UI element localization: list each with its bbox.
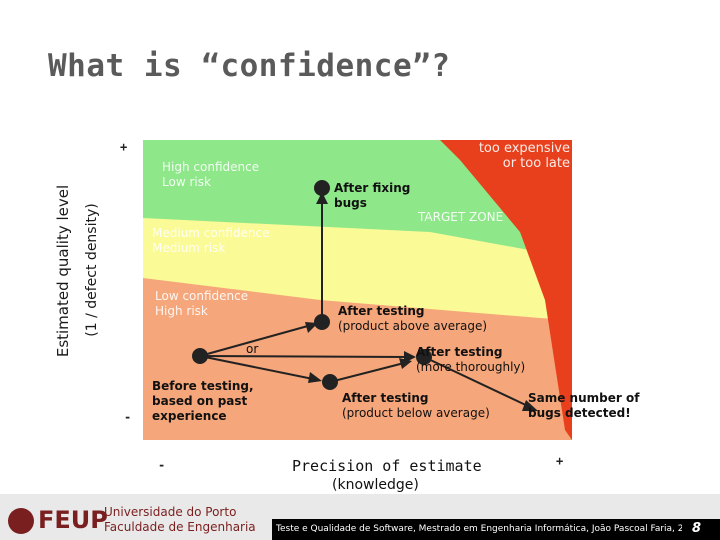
point-after-testing-thorough [416,349,432,365]
page-number-background [682,519,720,540]
arrow-below-to-thorough [329,361,409,383]
x-axis-plus-marker: + [556,454,564,468]
before-testing-note: Before testing, based on past experience [152,379,254,423]
arrow-before-to-below [199,355,319,381]
page-number: 8 [692,521,702,536]
or-note: or [246,342,259,356]
after-testing-thorough-note: After testing (more thoroughly) [416,345,526,374]
y-axis-plus-marker: + [120,140,128,154]
medium-confidence-label: Medium confidence Medium risk [152,226,270,255]
slide-title: What is “confidence”? [48,48,451,84]
high-confidence-label: High confidence Low risk [162,160,260,189]
point-after-fixing [314,180,330,196]
arrowhead-below-thorough [399,358,412,369]
faculty-name: Faculdade de Engenharia [104,520,256,534]
feup-logo-text: FEUP [38,506,108,534]
y-axis-minus-marker: - [124,410,132,424]
point-after-testing-below [322,374,338,390]
after-fixing-note: After fixing bugs [334,181,411,210]
arrow-before-to-above [199,323,316,357]
point-after-testing-above [314,314,330,330]
same-bugs-note: Same number of bugs detected! [528,391,640,420]
y-axis-label-sub: (1 / defect density) [84,203,100,337]
x-axis-label-main: Precision of estimate [292,457,482,475]
university-seal-icon [8,508,34,534]
too-expensive-zone [440,140,572,440]
too-expensive-label: too expensive or too late [478,141,570,171]
y-axis-label-main: Estimated quality level [54,184,72,358]
x-axis-minus-marker: - [158,458,166,472]
low-confidence-label: Low confidence High risk [155,289,249,318]
arrow-before-to-thorough [199,355,413,358]
arrowhead-fixing [316,192,328,204]
after-testing-below-note: After testing (product below average) [342,391,490,420]
high-confidence-zone [143,140,572,258]
target-zone-label: TARGET ZONE [418,210,504,224]
arrowhead-below [308,372,322,383]
university-name: Universidade do Porto [104,505,237,519]
arrow-thorough-to-same [421,355,533,409]
arrowhead-same [522,400,538,411]
after-testing-above-note: After testing (product above average) [338,304,488,333]
point-before-testing [192,348,208,364]
footer-credit: Teste e Qualidade de Software, Mestrado … [272,519,686,540]
x-axis-label-sub: (knowledge) [332,477,419,493]
